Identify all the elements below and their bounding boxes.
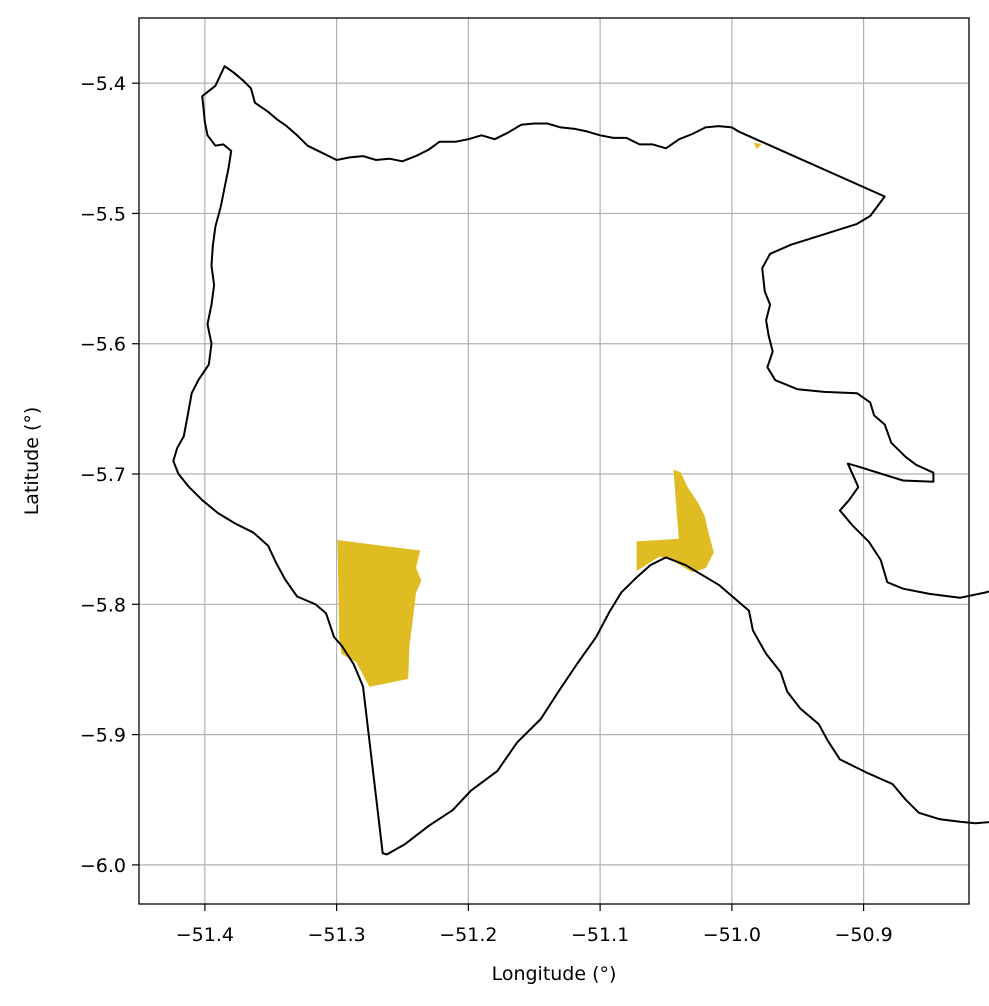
x-tick-label: −51.1	[571, 924, 629, 946]
y-tick-label: −5.5	[80, 203, 126, 225]
highlighted-region	[753, 142, 762, 149]
boundary-outline	[172, 65, 989, 856]
highlighted-region	[337, 540, 422, 620]
municipality-boundary	[172, 65, 989, 856]
x-axis-ticks: −51.4 −51.3 −51.2 −51.1 −51.0 −50.9	[176, 904, 893, 946]
x-tick-label: −51.2	[439, 924, 497, 946]
y-tick-label: −6.0	[80, 855, 126, 877]
plot-frame	[138, 17, 970, 905]
highlighted-region	[636, 469, 714, 573]
y-tick-label: −5.7	[80, 464, 126, 486]
y-tick-label: −5.6	[80, 334, 126, 356]
x-axis-title: Longitude (°)	[492, 963, 617, 985]
highlighted-region	[355, 645, 410, 687]
y-tick-label: −5.4	[80, 73, 126, 95]
x-tick-label: −51.0	[703, 924, 761, 946]
y-axis-title: Latitude (°)	[21, 407, 43, 516]
y-tick-label: −5.9	[80, 725, 126, 747]
y-axis-ticks: −5.4 −5.5 −5.6 −5.7 −5.8 −5.9 −6.0	[80, 73, 139, 877]
y-tick-label: −5.8	[80, 594, 126, 616]
x-tick-label: −50.9	[834, 924, 892, 946]
x-tick-label: −51.4	[176, 924, 234, 946]
x-tick-label: −51.3	[308, 924, 366, 946]
highlighted-regions	[337, 142, 762, 687]
grid-lines	[139, 18, 969, 904]
